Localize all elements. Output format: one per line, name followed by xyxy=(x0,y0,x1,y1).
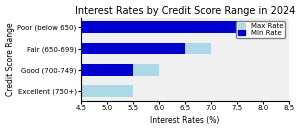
Y-axis label: Credit Score Range: Credit Score Range xyxy=(6,22,15,96)
X-axis label: Interest Rates (%): Interest Rates (%) xyxy=(150,116,220,125)
Bar xyxy=(81,21,263,33)
Bar xyxy=(81,64,133,76)
Bar xyxy=(81,43,185,54)
Bar xyxy=(81,64,159,76)
Title: Interest Rates by Credit Score Range in 2024: Interest Rates by Credit Score Range in … xyxy=(75,6,295,16)
Legend: Max Rate, Min Rate: Max Rate, Min Rate xyxy=(236,21,285,38)
Bar xyxy=(81,85,133,97)
Bar xyxy=(81,21,237,33)
Bar xyxy=(81,43,211,54)
